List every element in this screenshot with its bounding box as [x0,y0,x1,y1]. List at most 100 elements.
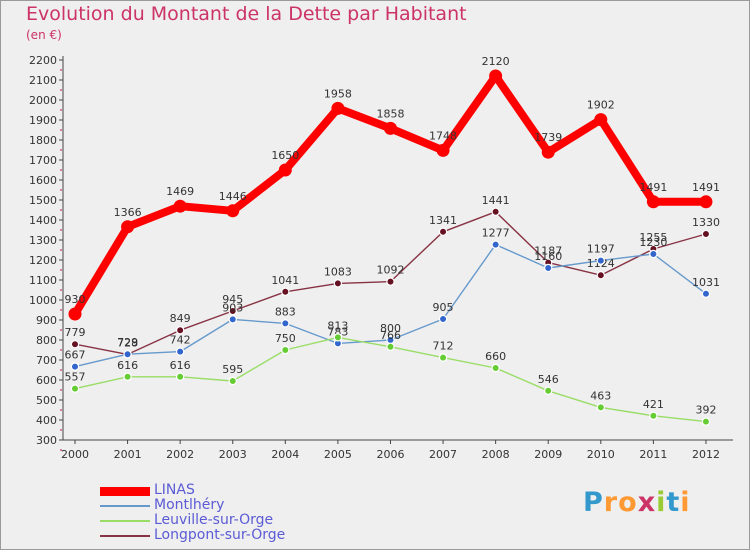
data-point [489,69,503,83]
data-label: 1491 [692,181,720,194]
data-point [596,271,606,280]
x-tick-label: 2010 [587,448,615,461]
data-label: 800 [380,322,401,335]
data-point [70,362,80,371]
data-point [649,411,658,420]
data-label: 1160 [534,250,562,263]
data-point [544,263,553,273]
legend-label-leuville: Leuville-sur-Orge [154,512,274,528]
logo-letter: t [666,487,681,518]
logo-letter: x [637,487,657,518]
y-minor-dot [60,209,62,211]
data-point [438,353,448,362]
data-point [596,256,606,265]
data-point [649,249,658,259]
data-label: 660 [485,350,506,363]
data-label: 1748 [429,129,457,142]
legend-swatch-leuville [100,520,150,522]
data-point [491,363,500,373]
y-minor-dot [60,229,62,231]
y-minor-dot [60,149,62,151]
y-tick-label: 900 [36,314,57,327]
data-label: 1446 [219,190,247,203]
y-minor-dot [60,349,62,351]
data-point [701,417,711,426]
data-point [228,376,237,386]
data-point [436,143,450,157]
y-tick-label: 500 [36,394,57,407]
data-point [281,319,290,328]
data-point [70,384,80,393]
data-point [123,350,132,359]
data-point [596,403,606,412]
y-minor-dot [60,69,62,71]
data-label: 392 [695,404,716,417]
y-tick-label: 2100 [29,74,57,87]
data-label: 779 [65,326,86,339]
data-label: 1092 [376,264,404,277]
data-point [331,101,345,115]
data-point [68,307,82,321]
data-point [594,113,608,127]
legend-label-longpont: Longpont-sur-Orge [154,527,286,543]
data-point [70,340,80,349]
data-label: 729 [117,336,138,349]
data-point [541,145,555,159]
data-label: 742 [170,334,191,347]
data-label: 557 [65,371,86,384]
data-label: 1469 [166,185,194,198]
x-tick-label: 2002 [166,448,194,461]
y-tick-label: 2200 [29,54,57,67]
y-tick-label: 1800 [29,134,57,147]
data-label: 595 [222,363,243,376]
data-point [175,372,185,381]
data-label: 463 [590,389,611,402]
data-label: 712 [433,340,454,353]
data-label: 930 [65,293,86,306]
data-label: 1958 [324,87,352,100]
data-point [228,315,237,324]
legend-swatch-longpont [100,535,150,537]
y-tick-label: 300 [36,434,57,447]
data-label: 945 [222,293,243,306]
y-minor-dot [60,249,62,251]
y-minor-dot [60,449,62,451]
data-label: 849 [170,312,191,325]
y-minor-dot [60,369,62,371]
y-tick-label: 1300 [29,234,57,247]
legend-label-montlhery: Montlhéry [154,497,225,513]
y-tick-label: 1900 [29,114,57,127]
y-minor-dot [60,329,62,331]
data-point [175,347,185,356]
y-tick-label: 800 [36,334,57,347]
data-label: 1330 [692,216,720,229]
data-point [491,240,500,249]
data-label: 1739 [534,131,562,144]
logo-letter: i [680,487,691,518]
data-label: 1230 [639,236,667,249]
y-tick-label: 1600 [29,174,57,187]
logo-letter: P [583,487,604,518]
data-point [121,220,135,234]
x-tick-label: 2001 [114,448,142,461]
data-label: 766 [380,329,401,342]
data-point [701,289,711,298]
x-tick-label: 2006 [376,448,404,461]
y-minor-dot [60,129,62,131]
data-point [281,287,290,296]
y-tick-label: 1200 [29,254,57,267]
data-point [333,279,343,288]
x-tick-label: 2004 [271,448,299,461]
logo-letter: i [656,487,667,518]
data-point [386,342,395,351]
data-label: 1858 [376,107,404,120]
data-point [228,306,237,316]
y-minor-dot [60,409,62,411]
logo-letter: r [603,487,619,518]
data-point [544,386,553,395]
chart-title: Evolution du Montant de la Dette par Hab… [26,3,467,25]
x-tick-label: 2003 [219,448,247,461]
x-tick-label: 2008 [482,448,510,461]
